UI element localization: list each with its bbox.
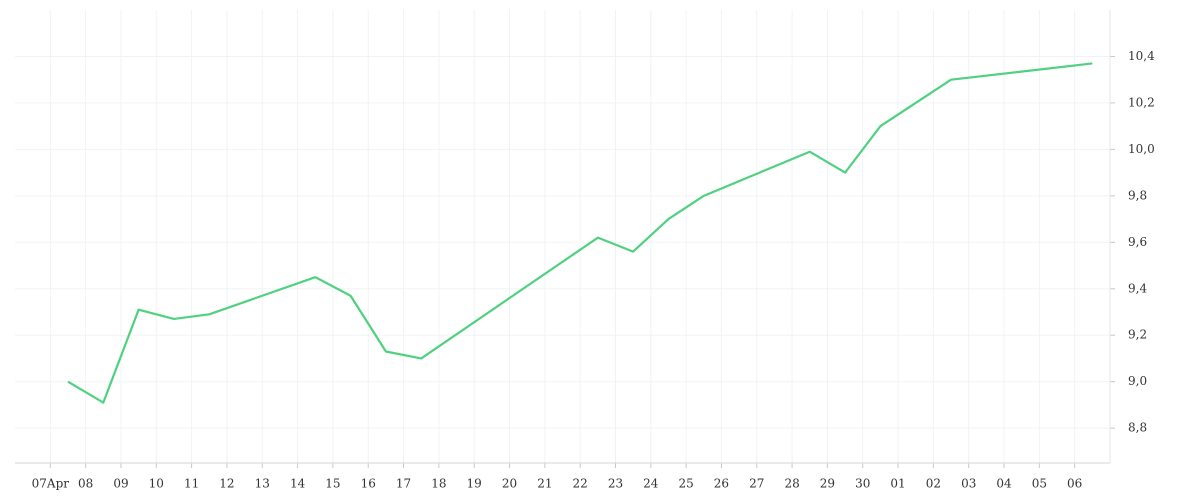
x-tick-label: 09: [113, 477, 128, 491]
y-tick-label: 9,8: [1128, 188, 1147, 202]
line-series: [67, 62, 1093, 404]
y-tick-label: 8,8: [1128, 421, 1147, 435]
y-tick-label: 10,4: [1128, 49, 1155, 63]
x-tick-label: 27: [749, 477, 764, 491]
x-tick-label: 24: [643, 477, 659, 491]
x-tick-label: 06: [1067, 477, 1082, 491]
y-tick-label: 10,0: [1128, 142, 1155, 156]
x-tick-label: 17: [396, 477, 411, 491]
x-tick-label: 22: [573, 477, 588, 491]
x-tick-label: 21: [537, 477, 552, 491]
x-tick-label: 12: [219, 477, 234, 491]
x-tick-label: 08: [78, 477, 93, 491]
x-tick-label: 26: [714, 477, 729, 491]
x-tick-label: 30: [855, 477, 870, 491]
x-tick-label: 20: [502, 477, 517, 491]
x-tick-label: 11: [184, 477, 199, 491]
x-tick-label: 15: [325, 477, 340, 491]
x-tick-label: 25: [678, 477, 693, 491]
x-tick-label: 29: [820, 477, 835, 491]
x-tick-label: 03: [961, 477, 976, 491]
x-tick-label: 13: [255, 477, 270, 491]
x-tick-label: 16: [361, 477, 376, 491]
x-tick-label: 10: [149, 477, 164, 491]
x-tick-label: 07Apr: [32, 477, 70, 491]
x-tick-label: 04: [996, 477, 1012, 491]
y-tick-label: 9,4: [1128, 281, 1147, 295]
x-tick-label: 02: [926, 477, 941, 491]
y-tick-label: 9,0: [1128, 374, 1147, 388]
y-tick-label: 9,2: [1128, 328, 1147, 342]
x-tick-label: 19: [467, 477, 482, 491]
x-tick-label: 05: [1032, 477, 1047, 491]
x-tick-label: 23: [608, 477, 623, 491]
x-tick-label: 01: [890, 477, 905, 491]
x-tick-label: 28: [784, 477, 799, 491]
x-tick-label: 14: [290, 477, 306, 491]
y-tick-label: 9,6: [1128, 235, 1147, 249]
y-tick-label: 10,2: [1128, 95, 1155, 109]
x-tick-label: 18: [431, 477, 446, 491]
